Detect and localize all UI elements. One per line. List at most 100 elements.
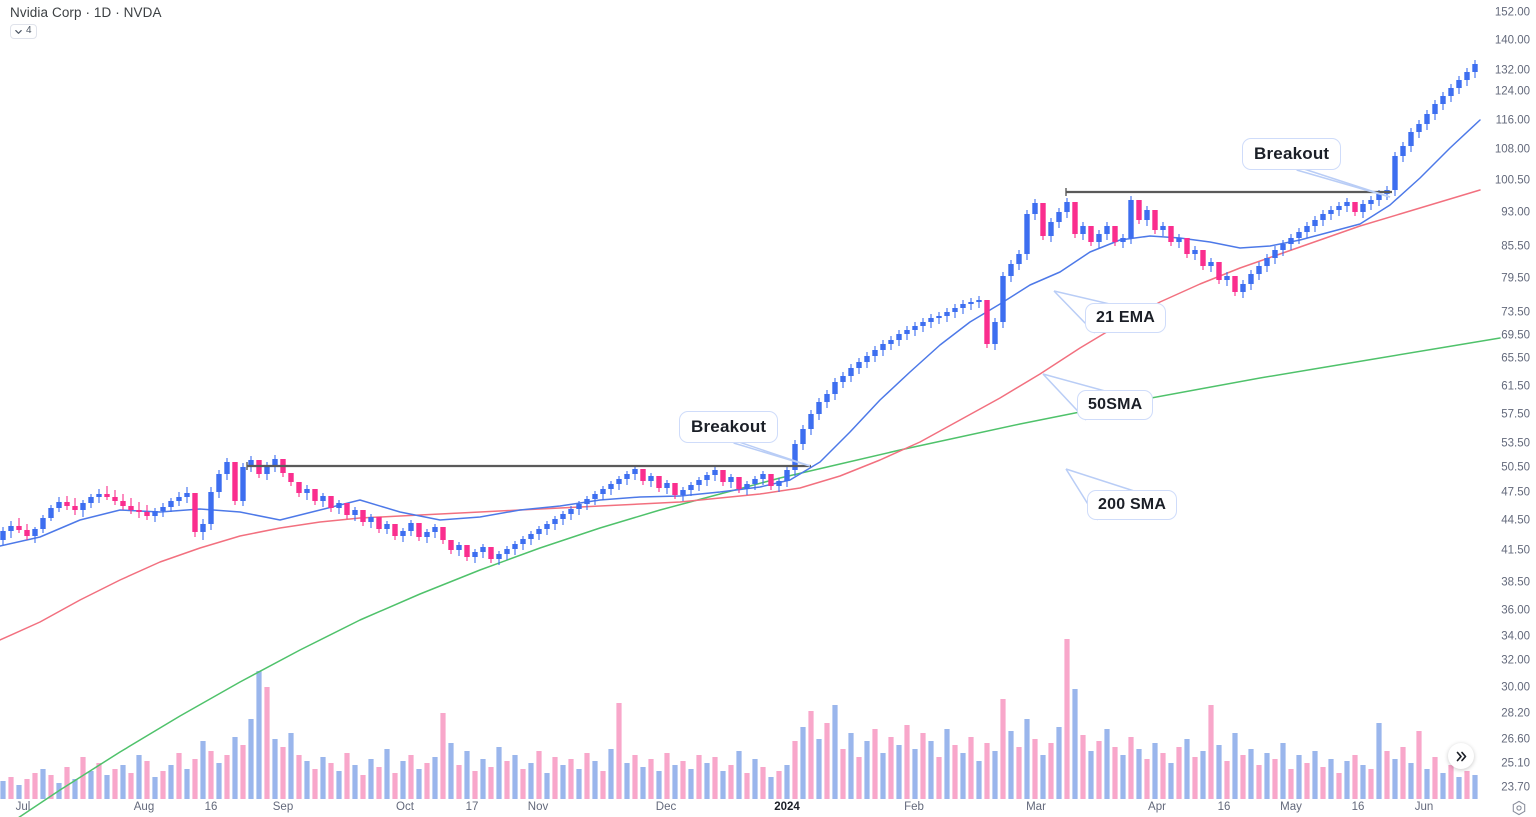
- candle-body: [1336, 206, 1342, 210]
- volume-bar: [1336, 773, 1342, 799]
- annotation-50sma[interactable]: 50SMA: [1077, 390, 1154, 420]
- candle-body: [56, 502, 62, 508]
- annotation-breakout-2[interactable]: Breakout: [1242, 138, 1342, 170]
- candle-body: [496, 554, 502, 559]
- volume-bar: [1408, 763, 1414, 799]
- candle-body: [472, 552, 478, 557]
- volume-bar: [912, 749, 918, 799]
- candle-body: [1032, 203, 1038, 214]
- volume-bar: [424, 763, 430, 799]
- volume-bar: [1248, 749, 1254, 799]
- volume-bar: [128, 773, 134, 799]
- volume-bar: [312, 769, 318, 799]
- candle-body: [1072, 202, 1078, 234]
- candle-body: [216, 474, 222, 492]
- volume-bar: [328, 763, 334, 799]
- candle-body: [1096, 234, 1102, 242]
- crosshair-target-icon[interactable]: [1511, 800, 1527, 816]
- candle-wick: [282, 470, 284, 477]
- volume-bar: [104, 775, 110, 799]
- time-tick: Apr: [1148, 801, 1166, 813]
- candle-body: [576, 504, 582, 509]
- volume-bar: [1344, 761, 1350, 799]
- volume-bar: [1360, 765, 1366, 799]
- candle-body: [544, 524, 550, 529]
- resistance-lines[interactable]: [246, 188, 1392, 470]
- candle-body: [240, 467, 246, 501]
- volume-bar: [848, 733, 854, 799]
- candle-body: [344, 503, 350, 515]
- volume-bar: [1264, 753, 1270, 799]
- volume-bar: [456, 765, 462, 799]
- legend-collapse-toggle[interactable]: 4: [10, 24, 37, 39]
- candle-body: [552, 519, 558, 524]
- candle-body: [696, 480, 702, 485]
- volume-bar: [760, 767, 766, 799]
- volume-bar: [184, 769, 190, 799]
- volume-bar: [392, 773, 398, 799]
- volume-bar: [8, 777, 14, 799]
- annotation-21-ema[interactable]: 21 EMA: [1085, 303, 1166, 333]
- volume-bar: [416, 769, 422, 799]
- candle-body: [192, 493, 198, 532]
- time-tick: Sep: [272, 801, 294, 813]
- volume-bar: [1008, 731, 1014, 799]
- volume-bar: [1200, 751, 1206, 799]
- candle-body: [848, 368, 854, 376]
- volume-bar: [1000, 699, 1006, 799]
- double-chevron-right-icon: [1456, 751, 1466, 761]
- annotation-200sma[interactable]: 200 SMA: [1087, 490, 1178, 520]
- volume-bar: [1096, 741, 1102, 799]
- candle-body: [952, 308, 958, 312]
- candle-body: [200, 524, 206, 532]
- volume-bar: [24, 779, 30, 799]
- volume-bar: [1224, 761, 1230, 799]
- candle-body: [1432, 104, 1438, 114]
- candle-body: [1280, 244, 1286, 250]
- volume-series: [0, 639, 1478, 799]
- candle-body: [72, 506, 78, 510]
- candle-body: [1328, 210, 1334, 214]
- time-axis[interactable]: Jul Aug 16 Sep Oct 17 Nov Dec 2024 Feb Mar Apr 16 May…: [0, 799, 1536, 817]
- volume-bar: [808, 711, 814, 799]
- volume-bar: [96, 763, 102, 799]
- volume-bar: [120, 765, 126, 799]
- candle-body: [776, 481, 782, 486]
- candle-body: [1392, 156, 1398, 190]
- volume-bar: [896, 745, 902, 799]
- candle-body: [296, 482, 302, 493]
- candle-body: [448, 540, 454, 550]
- volume-bar: [568, 759, 574, 799]
- volume-bar: [1056, 727, 1062, 799]
- candle-body: [808, 414, 814, 429]
- candle-body: [752, 479, 758, 484]
- candle-body: [1120, 238, 1126, 242]
- candle-body: [1000, 276, 1006, 322]
- volume-bar: [1320, 767, 1326, 799]
- candle-body: [584, 499, 590, 504]
- volume-bar: [648, 759, 654, 799]
- volume-bar: [880, 753, 886, 799]
- candle-wick: [18, 518, 20, 533]
- volume-bar: [536, 751, 542, 799]
- volume-bar: [0, 781, 6, 799]
- candle-body: [928, 318, 934, 322]
- volume-bar: [1448, 765, 1454, 799]
- volume-bar: [144, 761, 150, 799]
- volume-bar: [1104, 729, 1110, 799]
- candle-body: [152, 511, 158, 516]
- volume-bar: [1112, 747, 1118, 799]
- volume-bar: [72, 779, 78, 799]
- candle-body: [1160, 226, 1166, 230]
- scroll-to-realtime-button[interactable]: [1448, 743, 1474, 769]
- candle-body: [888, 340, 894, 344]
- volume-bar: [904, 725, 910, 799]
- volume-bar: [1192, 757, 1198, 799]
- annotation-breakout-1[interactable]: Breakout: [679, 411, 779, 443]
- volume-bar: [80, 757, 86, 799]
- volume-bar: [640, 767, 646, 799]
- volume-bar: [112, 769, 118, 799]
- volume-bar: [1456, 777, 1462, 799]
- candle-body: [720, 470, 726, 482]
